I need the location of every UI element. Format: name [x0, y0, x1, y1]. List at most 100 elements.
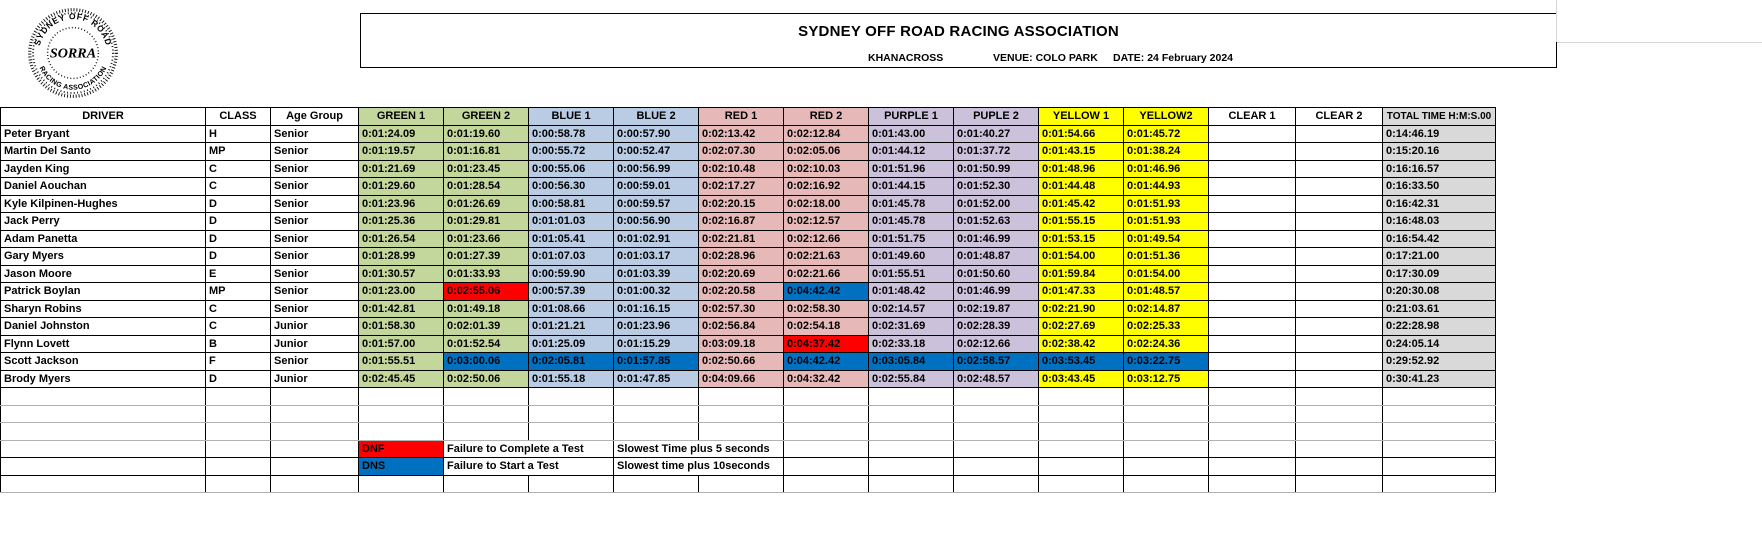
clear2-cell[interactable] [1295, 229, 1383, 248]
time-cell[interactable]: 0:01:03.17 [613, 247, 699, 266]
empty-cell[interactable] [0, 439, 206, 458]
empty-cell[interactable] [270, 404, 359, 423]
time-cell[interactable]: 0:01:16.81 [443, 142, 529, 161]
driver-cell[interactable]: Daniel Johnston [0, 317, 206, 336]
driver-cell[interactable]: Jayden King [0, 159, 206, 178]
age-group-cell[interactable]: Senior [270, 177, 359, 196]
time-cell[interactable]: 0:02:25.33 [1123, 317, 1209, 336]
empty-cell[interactable] [0, 422, 206, 441]
clear1-cell[interactable] [1208, 299, 1296, 318]
empty-cell[interactable] [1123, 404, 1209, 423]
total-time-cell[interactable]: 0:16:54.42 [1382, 229, 1496, 248]
time-cell[interactable]: 0:02:10.48 [698, 159, 784, 178]
driver-cell[interactable]: Scott Jackson [0, 352, 206, 371]
empty-cell[interactable] [528, 387, 614, 406]
clear1-cell[interactable] [1208, 212, 1296, 231]
time-cell[interactable]: 0:01:55.15 [1038, 212, 1124, 231]
time-cell[interactable]: 0:01:01.03 [528, 212, 614, 231]
time-cell[interactable]: 0:01:55.51 [358, 352, 444, 371]
time-cell[interactable]: 0:01:52.54 [443, 334, 529, 353]
time-cell[interactable]: 0:02:24.36 [1123, 334, 1209, 353]
time-cell[interactable]: 0:01:45.72 [1123, 124, 1209, 143]
driver-cell[interactable]: Brody Myers [0, 369, 206, 388]
empty-cell[interactable] [1038, 439, 1124, 458]
clear2-cell[interactable] [1295, 177, 1383, 196]
empty-cell[interactable] [783, 422, 869, 441]
total-time-cell[interactable]: 0:15:20.16 [1382, 142, 1496, 161]
time-cell[interactable]: 0:01:52.00 [953, 194, 1039, 213]
time-cell[interactable]: 0:02:20.15 [698, 194, 784, 213]
empty-cell[interactable] [358, 404, 444, 423]
driver-cell[interactable]: Gary Myers [0, 247, 206, 266]
total-time-cell[interactable]: 0:24:05.14 [1382, 334, 1496, 353]
time-cell[interactable]: 0:01:55.18 [528, 369, 614, 388]
time-cell[interactable]: 0:01:23.96 [613, 317, 699, 336]
class-cell[interactable]: D [205, 194, 271, 213]
time-cell[interactable]: 0:01:44.12 [868, 142, 954, 161]
time-cell[interactable]: 0:03:22.75 [1123, 352, 1209, 371]
age-group-cell[interactable]: Senior [270, 142, 359, 161]
time-cell[interactable]: 0:01:21.21 [528, 317, 614, 336]
empty-cell[interactable] [1382, 439, 1496, 458]
time-cell[interactable]: 0:04:42.42 [783, 282, 869, 301]
clear2-cell[interactable] [1295, 124, 1383, 143]
driver-cell[interactable]: Peter Bryant [0, 124, 206, 143]
clear2-cell[interactable] [1295, 317, 1383, 336]
time-cell[interactable]: 0:02:50.66 [698, 352, 784, 371]
empty-cell[interactable] [1123, 439, 1209, 458]
time-cell[interactable]: 0:02:21.63 [783, 247, 869, 266]
time-cell[interactable]: 0:02:33.18 [868, 334, 954, 353]
clear1-cell[interactable] [1208, 264, 1296, 283]
time-cell[interactable]: 0:01:08.66 [528, 299, 614, 318]
time-cell[interactable]: 0:02:12.66 [953, 334, 1039, 353]
time-cell[interactable]: 0:01:19.60 [443, 124, 529, 143]
clear2-cell[interactable] [1295, 159, 1383, 178]
time-cell[interactable]: 0:02:21.81 [698, 229, 784, 248]
age-group-cell[interactable]: Senior [270, 159, 359, 178]
time-cell[interactable]: 0:01:48.57 [1123, 282, 1209, 301]
empty-cell[interactable] [1038, 387, 1124, 406]
empty-cell[interactable] [953, 457, 1039, 476]
empty-cell[interactable] [1295, 474, 1383, 493]
time-cell[interactable]: 0:01:49.60 [868, 247, 954, 266]
driver-cell[interactable]: Kyle Kilpinen-Hughes [0, 194, 206, 213]
time-cell[interactable]: 0:02:12.66 [783, 229, 869, 248]
class-cell[interactable]: D [205, 212, 271, 231]
clear2-cell[interactable] [1295, 334, 1383, 353]
time-cell[interactable]: 0:00:56.90 [613, 212, 699, 231]
empty-cell[interactable] [205, 404, 271, 423]
time-cell[interactable]: 0:00:56.99 [613, 159, 699, 178]
legend-code-cell[interactable]: DNF [358, 439, 444, 458]
empty-cell[interactable] [270, 387, 359, 406]
empty-cell[interactable] [528, 474, 614, 493]
time-cell[interactable]: 0:01:49.18 [443, 299, 529, 318]
class-cell[interactable]: E [205, 264, 271, 283]
class-cell[interactable]: D [205, 369, 271, 388]
clear2-cell[interactable] [1295, 352, 1383, 371]
empty-cell[interactable] [1208, 404, 1296, 423]
empty-cell[interactable] [1038, 457, 1124, 476]
time-cell[interactable]: 0:01:48.42 [868, 282, 954, 301]
time-cell[interactable]: 0:01:58.30 [358, 317, 444, 336]
time-cell[interactable]: 0:01:30.57 [358, 264, 444, 283]
time-cell[interactable]: 0:02:31.69 [868, 317, 954, 336]
age-group-cell[interactable]: Junior [270, 317, 359, 336]
time-cell[interactable]: 0:01:48.96 [1038, 159, 1124, 178]
time-cell[interactable]: 0:02:38.42 [1038, 334, 1124, 353]
age-group-cell[interactable]: Junior [270, 334, 359, 353]
empty-cell[interactable] [953, 404, 1039, 423]
time-cell[interactable]: 0:01:03.39 [613, 264, 699, 283]
empty-cell[interactable] [205, 387, 271, 406]
time-cell[interactable]: 0:02:45.45 [358, 369, 444, 388]
time-cell[interactable]: 0:02:16.92 [783, 177, 869, 196]
time-cell[interactable]: 0:01:23.96 [358, 194, 444, 213]
class-cell[interactable]: C [205, 159, 271, 178]
time-cell[interactable]: 0:04:37.42 [783, 334, 869, 353]
time-cell[interactable]: 0:01:44.15 [868, 177, 954, 196]
time-cell[interactable]: 0:00:58.78 [528, 124, 614, 143]
empty-cell[interactable] [1208, 439, 1296, 458]
time-cell[interactable]: 0:02:18.00 [783, 194, 869, 213]
class-cell[interactable]: C [205, 317, 271, 336]
age-group-cell[interactable]: Senior [270, 194, 359, 213]
empty-cell[interactable] [1295, 387, 1383, 406]
